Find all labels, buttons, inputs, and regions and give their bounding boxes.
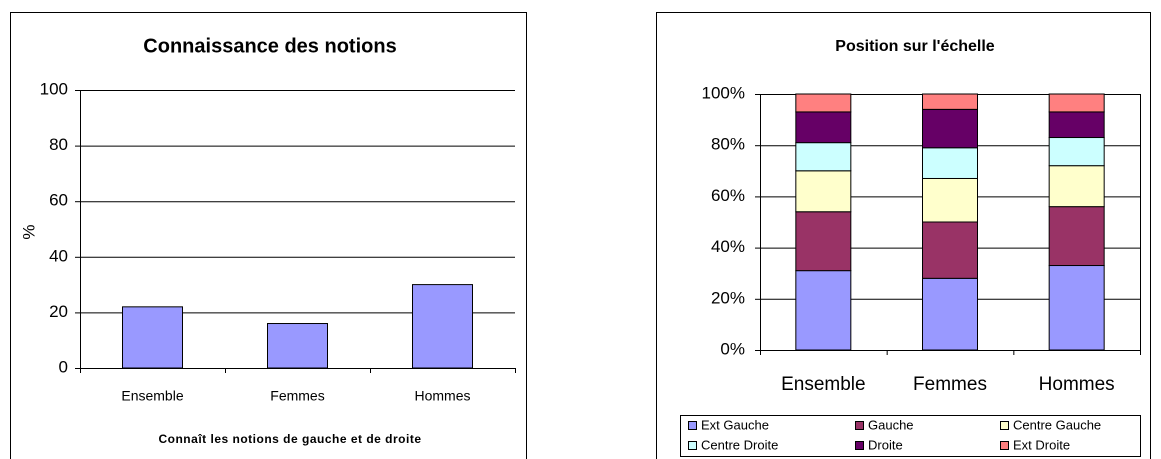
bar-segment: [1048, 93, 1105, 113]
bar-segment: [795, 111, 852, 144]
legend-box: [680, 415, 1141, 457]
chart-frame: [10, 12, 527, 459]
bar-segment: [1048, 206, 1105, 267]
x-tick-label: Hommes: [414, 388, 470, 404]
y-tick-label: 0%: [720, 339, 745, 358]
x-tick-label: Hommes: [1039, 374, 1115, 395]
y-tick-label: 60%: [711, 186, 745, 205]
legend-swatch: [855, 441, 864, 450]
legend-swatch: [1000, 441, 1009, 450]
bar: [412, 284, 473, 369]
chart-title: Position sur l'échelle: [835, 38, 995, 55]
bar-segment: [922, 221, 978, 279]
y-tick-label: 0: [59, 357, 68, 376]
y-tick-label: 60: [49, 191, 68, 210]
bar-segment: [1048, 165, 1105, 208]
chart-title: Connaissance des notions: [143, 35, 396, 57]
bar-segment: [795, 211, 852, 272]
y-axis-label: %: [19, 224, 38, 239]
x-tick-label: Femmes: [270, 388, 324, 404]
y-tick-label: 100: [40, 79, 68, 98]
bar-segment: [922, 177, 978, 223]
bar-segment: [1048, 137, 1105, 167]
bar: [267, 323, 328, 369]
y-tick-label: 40%: [711, 237, 745, 256]
legend-label: Ext Droite: [1013, 437, 1070, 452]
legend-swatch: [855, 421, 864, 430]
y-tick-label: 100%: [702, 83, 745, 102]
bar-segment: [795, 142, 852, 172]
legend-label: Gauche: [868, 417, 914, 432]
y-tick-label: 40: [49, 246, 68, 265]
y-tick-label: 20: [49, 302, 68, 321]
bar-segment: [795, 93, 852, 113]
x-axis-label: Connaît les notions de gauche et de droi…: [158, 432, 421, 446]
x-tick-label: Ensemble: [121, 388, 183, 404]
legend-label: Centre Droite: [701, 437, 778, 452]
legend-label: Droite: [868, 437, 903, 452]
bar-segment: [795, 170, 852, 213]
y-tick-label: 80: [49, 135, 68, 154]
legend-label: Centre Gauche: [1013, 417, 1101, 432]
legend-swatch: [688, 421, 697, 430]
bar-segment: [922, 108, 978, 149]
bar-segment: [1048, 265, 1105, 351]
bar-segment: [1048, 111, 1105, 139]
y-tick-label: 80%: [711, 135, 745, 154]
y-tick-label: 20%: [711, 288, 745, 307]
bar: [122, 306, 183, 369]
bar-segment: [922, 93, 978, 110]
x-tick-label: Ensemble: [781, 374, 866, 395]
x-tick-label: Femmes: [913, 374, 987, 395]
bar-segment: [922, 277, 978, 351]
legend-swatch: [688, 441, 697, 450]
bar-segment: [795, 270, 852, 351]
bar-segment: [922, 147, 978, 179]
legend-label: Ext Gauche: [701, 417, 769, 432]
legend-swatch: [1000, 421, 1009, 430]
